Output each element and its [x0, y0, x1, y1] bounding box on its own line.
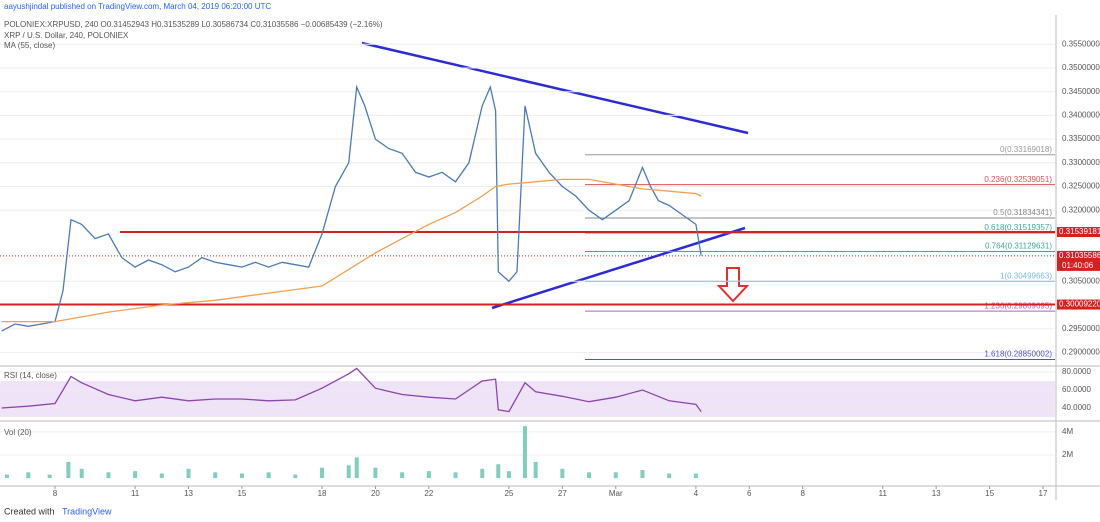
fib-label: 1.236(0.29869695)	[984, 301, 1052, 310]
legend-entry: MA (55, close)	[4, 41, 55, 50]
price-tag-label: 0.31035586	[1059, 251, 1100, 260]
volume-bar	[4, 474, 9, 479]
x-tick-label: 22	[424, 489, 433, 498]
fib-label: 0.236(0.32539051)	[984, 175, 1052, 184]
volume-bar	[79, 468, 84, 479]
x-tick-label: 8	[53, 489, 58, 498]
fib-label: 0(0.33169018)	[1000, 145, 1052, 154]
y-tick-label: 2M	[1062, 450, 1073, 459]
series-line	[1, 367, 702, 413]
x-tick-label: 11	[879, 489, 888, 498]
price-tag	[1057, 227, 1100, 238]
fib-label: 0.618(0.31519357)	[984, 223, 1052, 232]
volume-bar	[47, 474, 52, 479]
fib-label: 1(0.30499663)	[1000, 271, 1052, 280]
x-tick-label: 8	[800, 489, 805, 498]
legend-entry: XRP / U.S. Dollar, 240, POLONIEX	[4, 31, 129, 40]
legend-entry: Vol (20)	[4, 428, 32, 437]
volume-bar	[496, 464, 501, 479]
volume-bar	[186, 468, 191, 479]
volume-bar	[667, 473, 672, 479]
price-tag-label: 0.31539181	[1059, 227, 1100, 236]
footer-created: Created with	[4, 506, 55, 516]
x-tick-label: 15	[985, 489, 994, 498]
countdown: 01:40:06	[1062, 261, 1094, 270]
volume-bar	[266, 472, 271, 479]
volume-bar	[133, 471, 138, 479]
volume-bar	[213, 472, 218, 479]
trendline	[491, 226, 746, 310]
volume-bar	[613, 472, 618, 479]
volume-bar	[453, 472, 458, 479]
down-arrow	[716, 267, 750, 303]
y-tick-label: 4M	[1062, 427, 1073, 436]
x-tick-label: 6	[747, 489, 752, 498]
series-line	[1, 178, 702, 323]
volume-bar	[106, 472, 111, 479]
price-tag	[1057, 299, 1100, 310]
volume-bar	[66, 461, 71, 479]
x-tick-label: 13	[932, 489, 941, 498]
fib-label: 0.5(0.31834341)	[993, 208, 1052, 217]
price-tag	[1057, 250, 1100, 271]
trendline	[361, 41, 749, 135]
x-tick-label: 27	[558, 489, 567, 498]
volume-bar	[693, 473, 698, 479]
x-tick-label: 13	[184, 489, 193, 498]
x-tick-label: 15	[237, 489, 246, 498]
volume-bar	[640, 470, 645, 479]
y-tick-label: 80.0000	[1062, 367, 1091, 376]
y-tick-label: 40.0000	[1062, 403, 1091, 412]
volume-bar	[373, 467, 378, 479]
volume-bar	[506, 471, 511, 479]
volume-bar	[587, 472, 592, 479]
fib-label: 1.618(0.28850002)	[984, 350, 1052, 359]
volume-bar	[346, 465, 351, 479]
volume-bar	[159, 473, 164, 479]
x-tick-label: Mar	[609, 489, 623, 498]
x-tick-label: 17	[1039, 489, 1048, 498]
author-line: aayushjindal published on TradingView.co…	[4, 2, 271, 11]
series-line	[1, 84, 702, 332]
volume-bar	[522, 426, 527, 479]
volume-bar	[560, 468, 565, 479]
x-tick-label: 25	[504, 489, 513, 498]
volume-bar	[239, 473, 244, 479]
fib-label: 0.764(0.31129631)	[985, 242, 1052, 251]
rsi-band	[0, 381, 1055, 418]
symbol-line: POLONIEX:XRPUSD, 240 O0.31452943 H0.3153…	[4, 20, 383, 29]
volume-bar	[426, 471, 431, 479]
volume-bar	[354, 457, 359, 479]
volume-bar	[533, 461, 538, 479]
price-tag-label: 0.30009220	[1059, 300, 1100, 309]
volume-bar	[293, 474, 298, 479]
y-tick-label: 60.0000	[1062, 385, 1091, 394]
x-tick-label: 11	[131, 489, 140, 498]
x-tick-label: 4	[694, 489, 699, 498]
x-tick-label: 20	[371, 489, 380, 498]
x-tick-label: 18	[318, 489, 327, 498]
footer-brand: TradingView	[62, 506, 112, 516]
volume-bar	[400, 472, 405, 479]
volume-bar	[26, 472, 31, 479]
volume-bar	[320, 467, 325, 479]
legend-entry: RSI (14, close)	[4, 371, 57, 380]
volume-bar	[480, 468, 485, 479]
